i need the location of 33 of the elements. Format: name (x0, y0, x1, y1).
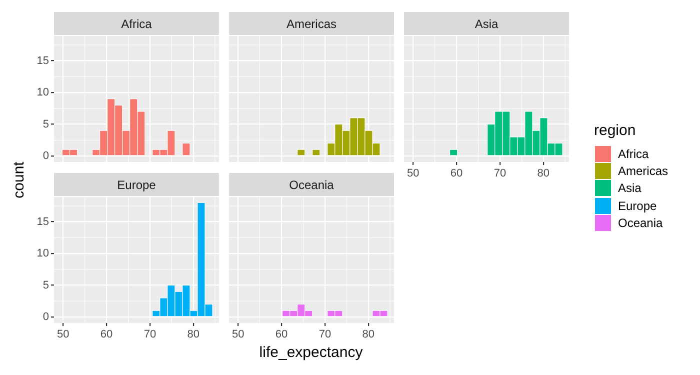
x-tick-label: 80 (187, 328, 200, 341)
legend-label: Europe (618, 198, 657, 213)
y-tick-label: 15 (36, 216, 49, 228)
legend-title: region (594, 122, 637, 139)
x-tick-label: 60 (450, 168, 463, 180)
y-axis-title: count (10, 162, 28, 198)
x-tick-label: 50 (406, 168, 420, 180)
y-tick-label: 5 (42, 118, 49, 130)
x-axis-title: life_expectancy (258, 344, 364, 361)
x-tick-label: 70 (494, 168, 506, 180)
x-tick-label: 60 (275, 328, 288, 341)
chart-title: Europe (54, 173, 219, 196)
y-tick-label: 0 (42, 311, 49, 323)
legend-label: Americas (618, 164, 668, 178)
chart-title: Asia (404, 12, 569, 35)
y-tick-label: 0 (42, 150, 49, 162)
legend-label: Oceania (618, 216, 663, 230)
x-tick-label: 50 (232, 328, 244, 341)
x-tick-label: 80 (537, 168, 550, 180)
chart-title: Africa (54, 12, 219, 35)
legend-label: Asia (618, 181, 642, 196)
x-tick-label: 70 (318, 328, 332, 341)
chart-title: Oceania (229, 173, 394, 196)
y-tick-label: 10 (36, 248, 49, 260)
y-tick-label: 10 (36, 86, 49, 99)
legend-label: Africa (618, 146, 649, 161)
x-tick-label: 80 (362, 328, 375, 341)
x-tick-label: 70 (144, 328, 156, 341)
x-tick-label: 60 (100, 328, 113, 341)
y-tick-label: 5 (42, 279, 49, 292)
x-tick-label: 50 (56, 328, 70, 341)
chart-title: Americas (229, 12, 394, 35)
y-tick-label: 15 (36, 54, 49, 67)
